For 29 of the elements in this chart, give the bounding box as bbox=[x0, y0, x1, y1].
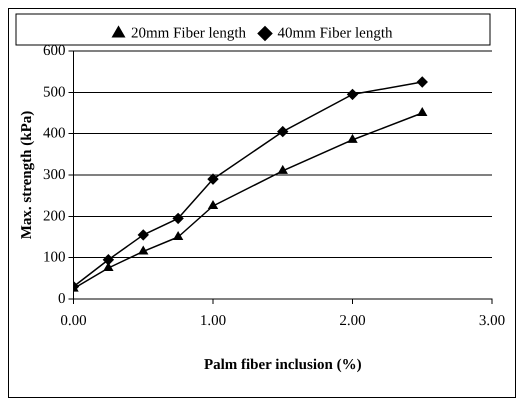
point bbox=[417, 108, 428, 116]
point bbox=[208, 200, 218, 209]
point bbox=[172, 212, 184, 224]
y-tick-label: 100 bbox=[43, 250, 66, 266]
y-axis-title: Max. strength (kPa) bbox=[18, 110, 35, 240]
point bbox=[173, 232, 183, 240]
legend-label: 20mm Fiber length bbox=[131, 25, 246, 42]
point bbox=[278, 165, 288, 174]
point bbox=[277, 126, 288, 138]
legend-label: 40mm Fiber length bbox=[278, 25, 393, 42]
y-tick-label: 600 bbox=[43, 42, 66, 59]
point bbox=[138, 246, 148, 254]
y-tick-label: 200 bbox=[43, 208, 66, 224]
point bbox=[208, 174, 218, 185]
point bbox=[102, 254, 114, 266]
x-tick-label: 1.00 bbox=[200, 312, 226, 329]
x-axis-title: Palm fiber inclusion (%) bbox=[204, 356, 362, 373]
x-tick-label: 3.00 bbox=[478, 312, 506, 329]
point bbox=[416, 76, 428, 88]
x-tick-label: 0.00 bbox=[60, 312, 87, 329]
point bbox=[348, 134, 358, 143]
y-tick-label: 300 bbox=[43, 166, 66, 183]
y-tick-label: 400 bbox=[43, 126, 66, 142]
x-tick-label: 2.00 bbox=[339, 312, 366, 329]
y-tick-label: 0 bbox=[58, 290, 66, 307]
y-tick-label: 500 bbox=[43, 84, 66, 100]
point bbox=[138, 229, 149, 240]
point bbox=[104, 262, 114, 271]
point bbox=[347, 88, 358, 100]
